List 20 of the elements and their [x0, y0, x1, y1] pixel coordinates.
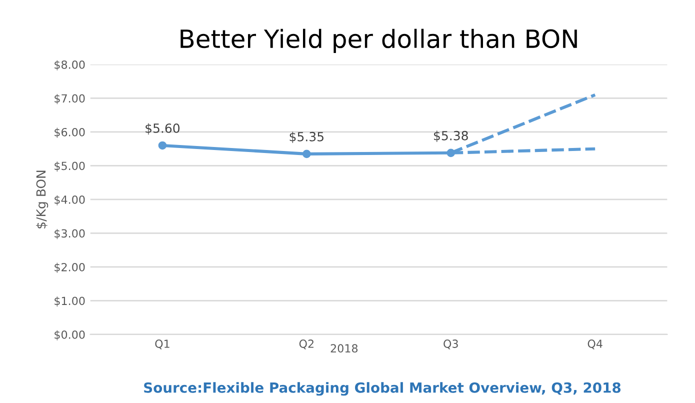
data-label: $5.35	[290, 132, 324, 144]
y-tick-label: $7.00	[54, 94, 85, 104]
x-axis-title: 2018	[330, 344, 358, 353]
y-tick-label: $2.00	[54, 262, 85, 273]
x-tick-label: Q3	[444, 340, 458, 350]
source-note: Source:Flexible Packaging Global Market Overview, Q3, 2018	[144, 382, 621, 396]
y-tick-label: $1.00	[54, 296, 85, 307]
y-tick-label: $3.00	[54, 229, 85, 240]
x-tick-label: Q2	[299, 340, 314, 350]
y-tick-label: $0.00	[54, 330, 85, 340]
x-tick-label: Q1	[155, 340, 170, 350]
x-tick-label: Q4	[588, 340, 602, 350]
data-label: $5.60	[146, 123, 180, 135]
y-tick-label: $5.00	[54, 162, 85, 172]
y-tick-label: $4.00	[54, 195, 85, 206]
y-tick-label: $8.00	[54, 60, 85, 70]
chart-title: Better Yield per dollar than BON	[180, 28, 577, 54]
y-tick-label: $6.00	[54, 128, 85, 138]
data-label: $5.38	[434, 130, 468, 142]
y-axis-title: $/Kg BON	[36, 170, 48, 228]
